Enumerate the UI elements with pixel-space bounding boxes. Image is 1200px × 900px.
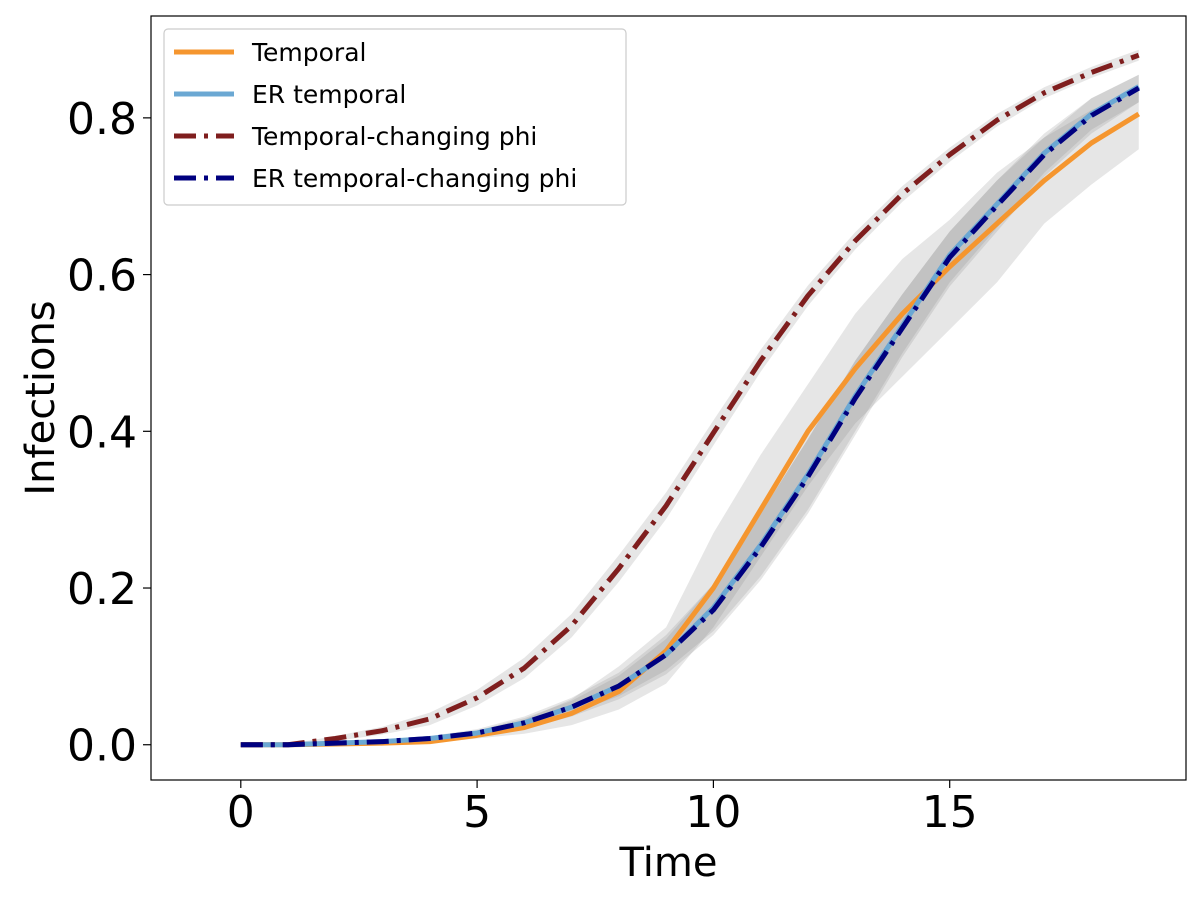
x-axis-label: Time <box>619 840 718 886</box>
confidence-bands <box>240 49 1139 745</box>
x-tick-label: 5 <box>463 787 491 838</box>
series-lines <box>240 52 1141 748</box>
legend-label: Temporal-changing phi <box>251 122 537 151</box>
legend-label: ER temporal <box>252 80 406 109</box>
y-axis-label: Infections <box>18 300 64 495</box>
x-tick-label: 15 <box>922 787 978 838</box>
series-line-er-temporal-changing-phi <box>240 85 1140 748</box>
legend-label: Temporal <box>251 38 366 67</box>
legend-box <box>163 28 627 206</box>
band-er-temporal-changing-phi <box>240 74 1139 745</box>
y-axis-ticks: 0.0 0.2 0.4 0.6 0.8 <box>67 94 151 772</box>
legend: Temporal ER temporal Temporal-changing phi… <box>163 28 627 206</box>
legend-label: ER temporal-changing phi <box>252 164 577 193</box>
x-axis-ticks: 0 5 10 15 <box>227 780 978 838</box>
band-temporal <box>240 90 1139 745</box>
y-tick-label: 0.8 <box>67 94 137 145</box>
y-tick-label: 0.2 <box>67 564 137 615</box>
y-tick-label: 0.4 <box>67 407 137 458</box>
y-tick-label: 0.0 <box>67 721 137 772</box>
plot-frame <box>150 15 1187 781</box>
band-er-temporal <box>240 74 1139 745</box>
x-tick-label: 10 <box>685 787 741 838</box>
y-tick-label: 0.6 <box>67 251 137 302</box>
x-tick-label: 0 <box>227 787 255 838</box>
series-line-temporal-changing-phi <box>240 52 1140 748</box>
